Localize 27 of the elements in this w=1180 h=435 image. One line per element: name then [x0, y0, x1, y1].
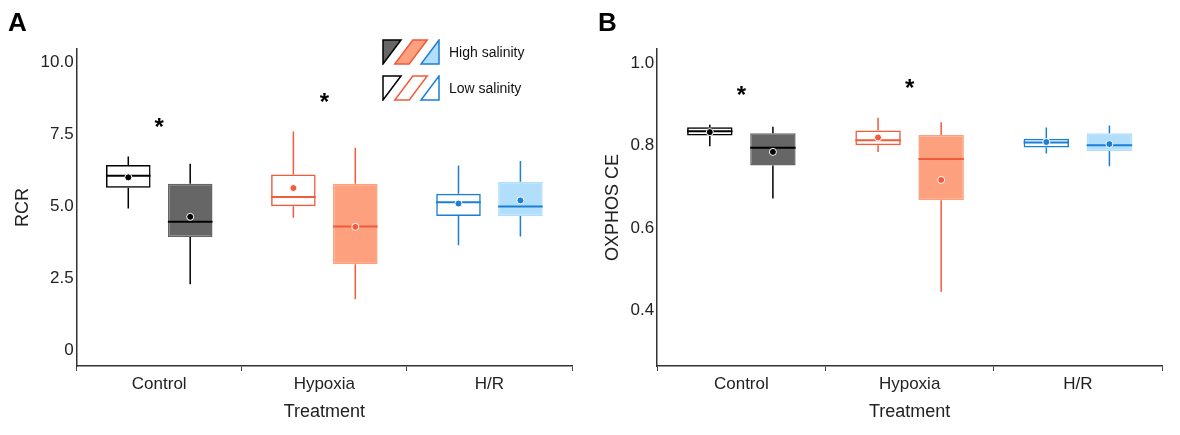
x-axis-title: Treatment	[283, 401, 366, 422]
x-tick-label: H/R	[1063, 373, 1093, 393]
x-tick-label: Hypoxia	[878, 373, 941, 393]
y-tick-label: 2.5	[50, 267, 74, 287]
y-tick-label: 0.8	[630, 135, 655, 154]
annotation: *	[154, 113, 165, 141]
y-tick-label: 7.5	[50, 123, 74, 143]
annotation: *	[319, 88, 330, 116]
y-tick-label: 1.0	[630, 52, 655, 72]
y-axis-title: OXPHOS CE	[601, 154, 622, 262]
annotation: *	[904, 74, 915, 102]
y-tick-label: 10.0	[40, 51, 74, 71]
legend-label: High salinity	[449, 44, 525, 61]
chart-title: A	[8, 6, 27, 37]
legend-label: Low salinity	[449, 80, 522, 97]
x-tick-label: Control	[713, 373, 769, 393]
chart-title: B	[598, 6, 617, 37]
y-tick-label: 0	[64, 339, 74, 359]
y-tick-label: 0.4	[630, 300, 655, 319]
x-tick-label: H/R	[474, 373, 505, 393]
x-tick-label: Control	[131, 373, 187, 393]
x-axis-title: Treatment	[868, 401, 951, 422]
y-tick-label: 0.6	[630, 217, 655, 237]
y-tick-label: 5.0	[50, 195, 74, 215]
x-tick-label: Hypoxia	[293, 373, 356, 393]
annotation: *	[736, 81, 747, 109]
y-axis-title: RCR	[11, 188, 32, 228]
